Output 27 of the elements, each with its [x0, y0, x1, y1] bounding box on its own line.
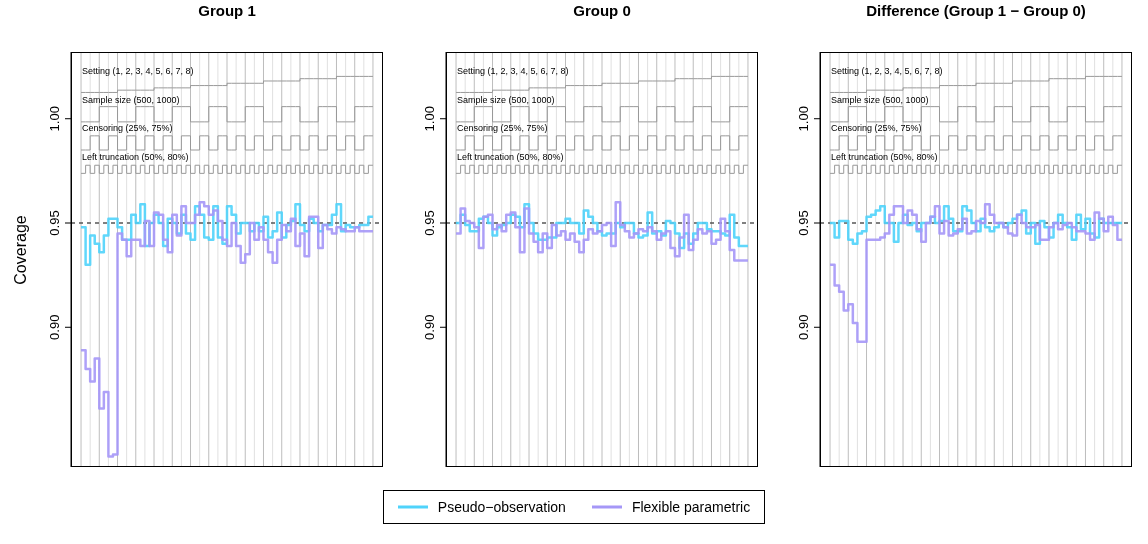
- y-tick-label: 0.90: [47, 314, 62, 340]
- legend-label: Flexible parametric: [631, 499, 751, 515]
- y-tick-label: 0.90: [796, 314, 811, 340]
- y-tick-label: 1.00: [422, 106, 437, 132]
- annotation: Setting (1, 2, 3, 4, 5, 6, 7, 8): [82, 66, 194, 77]
- annotation: Setting (1, 2, 3, 4, 5, 6, 7, 8): [457, 66, 569, 77]
- y-tick-label: 0.95: [422, 210, 437, 236]
- y-tick-label: 0.95: [47, 210, 62, 236]
- y-tick-label: 1.00: [47, 106, 62, 132]
- chart-title: Group 1: [197, 2, 257, 19]
- chart-title: Difference (Group 1 − Group 0): [865, 2, 1087, 19]
- y-tick-label: 1.00: [796, 106, 811, 132]
- annotation: Censoring (25%, 75%): [831, 123, 922, 135]
- annotation: Left truncation (50%, 80%): [82, 152, 189, 164]
- chart-title: Group 0: [572, 2, 632, 19]
- annotation: Setting (1, 2, 3, 4, 5, 6, 7, 8): [831, 66, 943, 77]
- y-tick-label: 0.95: [796, 210, 811, 236]
- annotation: Sample size (500, 1000): [831, 94, 929, 106]
- annotation: Sample size (500, 1000): [457, 94, 555, 106]
- annotation: Censoring (25%, 75%): [82, 123, 173, 135]
- legend-label: Pseudo−observation: [437, 499, 566, 515]
- annotation: Left truncation (50%, 80%): [457, 152, 564, 164]
- annotation: Sample size (500, 1000): [82, 94, 180, 106]
- y-axis-title: Coverage: [11, 213, 30, 287]
- annotation: Censoring (25%, 75%): [457, 123, 548, 135]
- annotation: Left truncation (50%, 80%): [831, 152, 938, 164]
- y-tick-label: 0.90: [422, 314, 437, 340]
